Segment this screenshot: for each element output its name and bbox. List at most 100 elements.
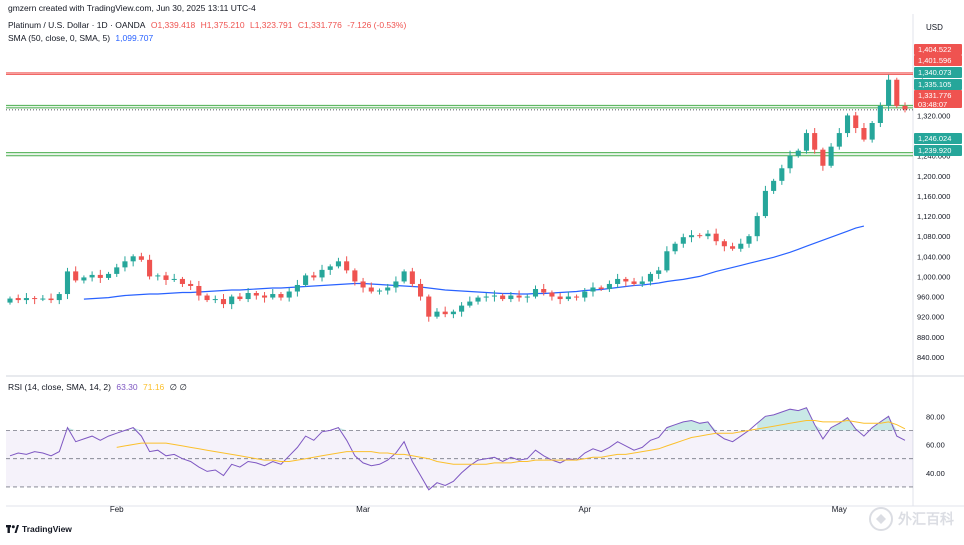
candle[interactable] [15, 298, 21, 301]
candle[interactable] [122, 261, 128, 268]
candle[interactable] [844, 115, 851, 134]
candle[interactable] [894, 79, 900, 106]
candle[interactable] [212, 299, 218, 301]
candle[interactable] [574, 296, 580, 298]
candle[interactable] [516, 295, 522, 298]
candle[interactable] [886, 79, 892, 106]
candle[interactable] [385, 287, 391, 291]
candle[interactable] [418, 283, 424, 297]
candle[interactable] [335, 261, 341, 267]
candle[interactable] [327, 266, 333, 270]
candle[interactable] [253, 293, 259, 296]
candle[interactable] [820, 149, 826, 166]
candle[interactable] [705, 233, 711, 237]
symbol-legend[interactable]: Platinum / U.S. Dollar · 1D · OANDA O1,3… [8, 20, 409, 30]
candle[interactable] [812, 133, 818, 150]
candle[interactable] [598, 287, 604, 289]
candle[interactable] [565, 296, 571, 300]
candle[interactable] [368, 287, 374, 292]
candle[interactable] [40, 298, 46, 300]
candle[interactable] [631, 281, 637, 284]
candle[interactable] [582, 291, 588, 298]
candle[interactable] [500, 295, 506, 300]
candle[interactable] [294, 284, 300, 292]
candle[interactable] [89, 274, 95, 278]
candle[interactable] [376, 290, 383, 292]
candle[interactable] [409, 271, 415, 284]
candle[interactable] [311, 275, 317, 278]
candle[interactable] [647, 273, 654, 282]
candle[interactable] [713, 233, 719, 242]
candle[interactable] [319, 269, 325, 278]
candle[interactable] [147, 259, 153, 277]
candle[interactable] [442, 311, 448, 315]
candle[interactable] [762, 190, 768, 217]
candle[interactable] [475, 297, 481, 302]
candle[interactable] [426, 296, 432, 317]
candle[interactable] [771, 180, 777, 191]
sma-legend[interactable]: SMA (50, close, 0, SMA, 5) 1,099.707 [8, 33, 156, 43]
candle[interactable] [105, 273, 112, 278]
candle[interactable] [656, 270, 662, 274]
candle[interactable] [697, 235, 703, 237]
candle[interactable] [303, 275, 309, 285]
candle[interactable] [590, 287, 596, 292]
candle[interactable] [360, 281, 366, 288]
candle[interactable] [237, 296, 243, 300]
candle[interactable] [179, 278, 185, 284]
candle[interactable] [73, 271, 79, 281]
candle[interactable] [639, 281, 645, 284]
candle[interactable] [754, 216, 760, 237]
candle[interactable] [779, 168, 785, 181]
candle[interactable] [450, 311, 456, 315]
candle[interactable] [229, 296, 235, 305]
candle[interactable] [541, 289, 547, 293]
candle[interactable] [688, 235, 695, 238]
candle[interactable] [615, 278, 621, 284]
candle[interactable] [680, 237, 686, 244]
candle[interactable] [48, 298, 54, 301]
candle[interactable] [861, 128, 867, 140]
candle[interactable] [97, 274, 103, 278]
candle[interactable] [138, 256, 144, 260]
candle[interactable] [188, 283, 194, 286]
candle[interactable] [524, 296, 530, 298]
candle[interactable] [261, 295, 268, 298]
candle[interactable] [803, 133, 810, 151]
candle[interactable] [606, 283, 612, 289]
candle[interactable] [795, 150, 801, 156]
candle[interactable] [467, 301, 473, 306]
candle[interactable] [220, 299, 227, 305]
candle[interactable] [459, 305, 465, 312]
candle[interactable] [853, 115, 859, 129]
candle[interactable] [672, 243, 678, 252]
candle[interactable] [828, 146, 834, 166]
candle[interactable] [155, 275, 161, 277]
candle[interactable] [483, 296, 489, 298]
candle[interactable] [245, 293, 251, 300]
candle[interactable] [7, 298, 13, 303]
candle[interactable] [23, 298, 29, 301]
candle[interactable] [401, 271, 407, 282]
candle[interactable] [746, 236, 752, 244]
candle[interactable] [738, 243, 744, 249]
candle[interactable] [623, 278, 629, 282]
candle[interactable] [344, 261, 350, 271]
candle[interactable] [721, 241, 727, 247]
candle[interactable] [32, 298, 38, 300]
candle[interactable] [549, 292, 555, 297]
candle[interactable] [114, 267, 120, 274]
candle[interactable] [81, 277, 87, 281]
rsi-legend[interactable]: RSI (14, close, SMA, 14, 2) 63.30 71.16 … [8, 382, 190, 393]
candle[interactable] [163, 275, 169, 280]
candle[interactable] [491, 295, 497, 297]
candle[interactable] [877, 105, 883, 123]
candle[interactable] [434, 311, 440, 317]
candle[interactable] [278, 294, 284, 298]
candle[interactable] [532, 289, 539, 297]
candle[interactable] [204, 295, 210, 301]
candle[interactable] [130, 256, 136, 262]
candle[interactable] [64, 271, 71, 295]
